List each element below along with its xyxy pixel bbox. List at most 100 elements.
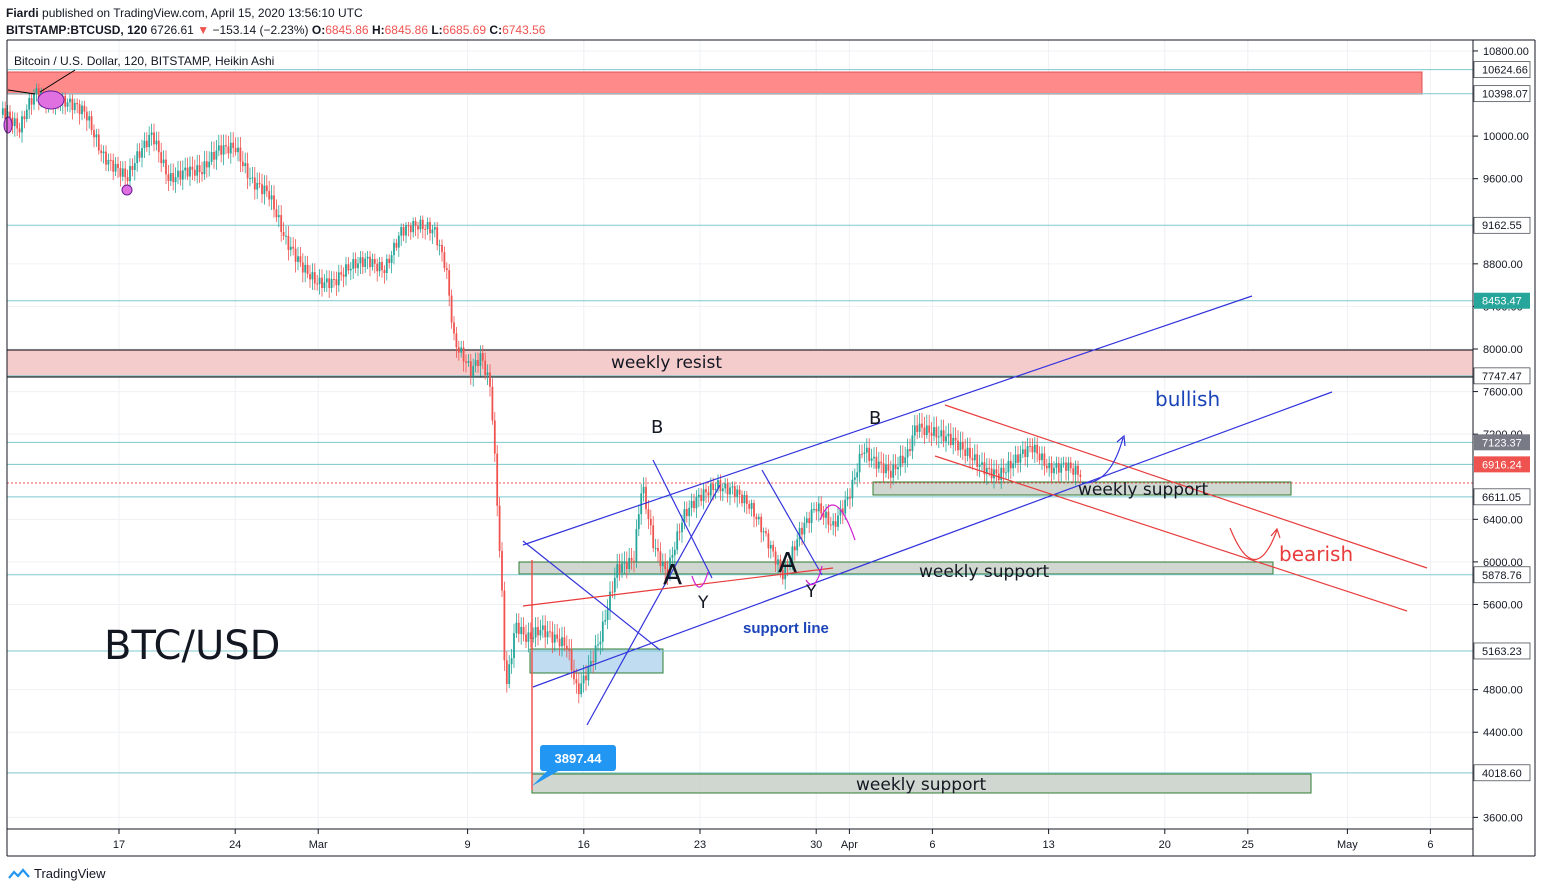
support-line-label: support line — [743, 620, 829, 637]
candle-body-355 — [853, 477, 856, 480]
candle-body-376 — [904, 457, 907, 464]
candle-body-61 — [148, 134, 151, 148]
candle-body-194 — [467, 361, 470, 363]
candle-body-253 — [609, 591, 611, 610]
candle-body-349 — [839, 508, 842, 516]
candle-body-236 — [568, 649, 571, 651]
change-down-icon: ▼ — [197, 23, 210, 37]
candle-body-105 — [253, 177, 256, 190]
candle-body-233 — [561, 637, 563, 647]
candle-body-15 — [37, 88, 40, 100]
candle-body-222 — [534, 627, 537, 638]
candle-body-135 — [325, 278, 328, 283]
candle-body-332 — [798, 527, 801, 540]
candle-body-366 — [880, 461, 883, 464]
candle-body-28 — [69, 98, 71, 103]
candle-body-281 — [676, 531, 679, 550]
candle-body-410 — [985, 467, 988, 475]
candle-body-113 — [273, 195, 275, 210]
candle-body-277 — [666, 569, 669, 577]
candle-body-156 — [376, 263, 379, 272]
candle-body-164 — [395, 242, 398, 248]
candle-body-58 — [141, 148, 143, 158]
candle-body-381 — [916, 425, 919, 432]
top-trend-line — [39, 69, 76, 93]
candle-body-93 — [225, 145, 227, 147]
candle-body-405 — [973, 454, 976, 461]
publisher-name[interactable]: Fiardi — [6, 6, 39, 20]
candle-body-282 — [678, 531, 681, 533]
price-label-1: 10398.07 — [1482, 89, 1528, 101]
price-label-bg-7 — [1473, 488, 1531, 506]
candle-body-268 — [645, 486, 647, 510]
candle-body-44 — [107, 159, 110, 165]
candle-body-204 — [491, 386, 494, 421]
candle-body-147 — [354, 259, 357, 269]
candle-body-285 — [685, 509, 688, 517]
candle-body-310 — [745, 494, 748, 504]
candle-body-4 — [11, 117, 14, 127]
candle-body-104 — [251, 177, 254, 179]
candle-body-263 — [633, 560, 635, 562]
candle-body-36 — [88, 116, 91, 121]
candle-body-64 — [155, 140, 158, 145]
symbol-label: BITSTAMP:BTCUSD, 120 — [6, 23, 148, 37]
candle-body-9 — [23, 116, 26, 120]
high-value: 6845.86 — [384, 23, 428, 37]
price-label-bg-3 — [1474, 292, 1530, 309]
candle-body-226 — [544, 625, 547, 638]
candle-body-205 — [493, 420, 496, 454]
candle-body-404 — [971, 458, 974, 461]
candle-body-317 — [762, 531, 765, 533]
candle-body-190 — [457, 347, 460, 353]
candle-body-255 — [613, 577, 616, 593]
candle-body-244 — [587, 665, 590, 681]
price-label-bg-4 — [1473, 367, 1531, 385]
time-tick-label-2: Mar — [309, 839, 328, 851]
candle-body-291 — [700, 494, 703, 502]
candle-body-76 — [184, 167, 187, 171]
candle-body-119 — [287, 235, 290, 250]
price-label-7: 6611.05 — [1482, 492, 1521, 504]
candle-body-192 — [462, 347, 465, 362]
candle-body-331 — [796, 539, 799, 551]
candle-body-347 — [834, 521, 837, 527]
publish-info: Fiardi published on TradingView.com, Apr… — [6, 6, 363, 20]
candle-body-447 — [1074, 465, 1077, 475]
candle-body-126 — [304, 264, 307, 273]
candle-body-67 — [162, 159, 165, 164]
candle-body-368 — [885, 464, 887, 474]
candle-body-10 — [25, 109, 28, 120]
bearish-arrowhead — [1270, 527, 1281, 539]
candle-body-80 — [193, 169, 196, 176]
candle-body-309 — [743, 494, 746, 504]
time-tick-label-5: 23 — [694, 839, 706, 851]
candle-body-243 — [585, 675, 587, 681]
candles — [1, 83, 1082, 790]
wave-line-2 — [761, 469, 823, 576]
candle-body-106 — [256, 182, 259, 190]
candle-body-409 — [983, 462, 986, 475]
candle-body-228 — [549, 631, 551, 633]
candle-body-52 — [126, 177, 129, 182]
candle-body-39 — [95, 134, 98, 138]
candle-body-99 — [239, 147, 242, 162]
candle-body-34 — [83, 105, 86, 112]
candle-body-97 — [234, 147, 237, 153]
candle-body-163 — [393, 242, 395, 256]
candle-body-333 — [801, 527, 803, 535]
candle-body-435 — [1045, 465, 1048, 469]
candle-body-419 — [1007, 460, 1010, 473]
candle-body-356 — [856, 472, 859, 478]
low-label: L: — [431, 23, 443, 37]
footer-brand[interactable]: TradingView — [8, 866, 106, 881]
magenta-ellipse-small — [121, 184, 133, 196]
candle-body-50 — [121, 168, 124, 177]
candle-body-425 — [1021, 449, 1024, 454]
candle-body-330 — [793, 546, 796, 551]
magenta-arc-1 — [691, 571, 709, 588]
candle-body-72 — [174, 177, 177, 183]
candle-body-284 — [683, 509, 686, 523]
candle-body-350 — [841, 508, 844, 514]
